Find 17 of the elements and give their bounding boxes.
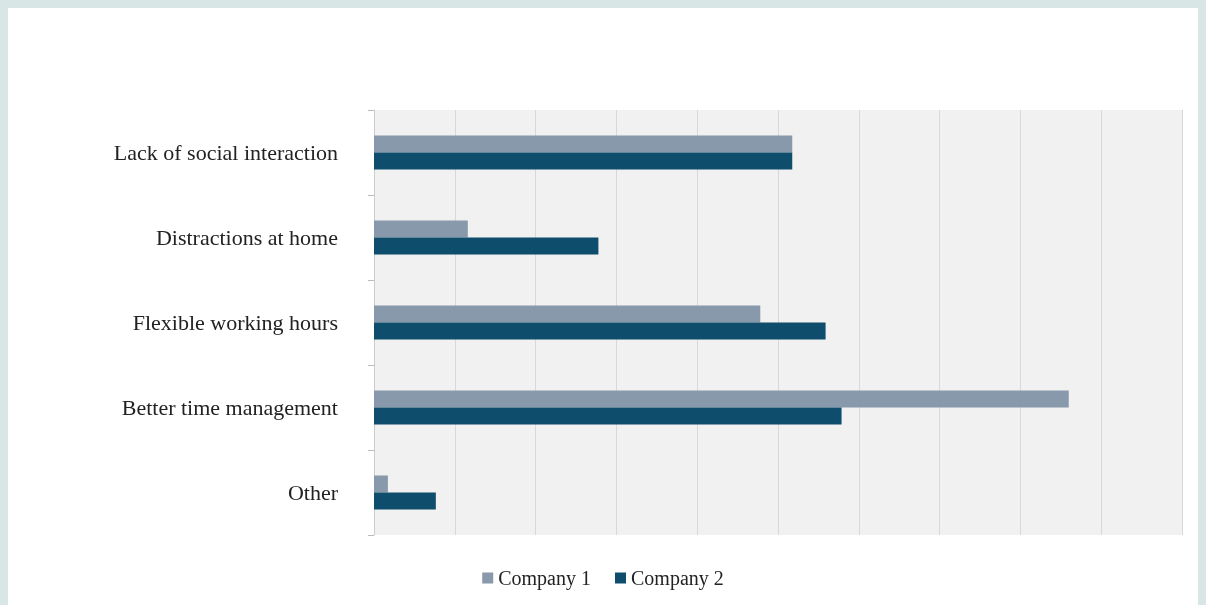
bar <box>374 135 793 153</box>
legend-label: Company 2 <box>631 567 724 590</box>
bar <box>374 407 842 425</box>
y-tick-label: Better time management <box>121 395 338 420</box>
y-tick-label: Other <box>287 480 339 505</box>
bar <box>374 322 826 340</box>
bar <box>374 492 436 510</box>
y-tick-label: Distractions at home <box>155 225 338 250</box>
bar <box>374 152 793 170</box>
bar <box>374 475 388 493</box>
bar <box>374 305 761 323</box>
y-tick-label: Flexible working hours <box>132 310 338 335</box>
bar <box>374 237 599 255</box>
bar <box>374 390 1069 408</box>
y-tick-label: Lack of social interaction <box>113 140 338 165</box>
legend-label: Company 1 <box>498 567 592 590</box>
bar <box>374 220 468 238</box>
